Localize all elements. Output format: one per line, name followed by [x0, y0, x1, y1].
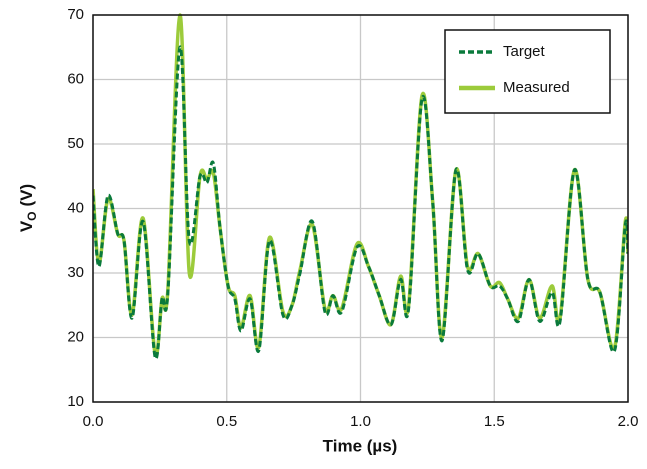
y-tick-label: 70 [67, 6, 84, 23]
y-axis-unit: (V) [17, 184, 36, 207]
y-tick-label: 40 [67, 199, 84, 216]
y-tick-label: 10 [67, 393, 84, 410]
x-axis-title: Time (µs) [323, 436, 398, 455]
plot-frame [92, 14, 629, 403]
series-line [93, 45, 628, 361]
y-axis-symbol: V [17, 220, 36, 232]
x-tick-label: 1.0 [350, 413, 371, 430]
y-tick-label: 30 [67, 264, 84, 281]
x-tick-label: 1.5 [484, 413, 505, 430]
x-tick-label: 0.0 [83, 413, 104, 430]
y-tick-label: 60 [67, 70, 84, 87]
legend-box [444, 29, 611, 114]
x-tick-label: 2.0 [618, 413, 639, 430]
y-tick-label: 20 [67, 328, 84, 345]
legend-label: Measured [503, 79, 570, 96]
legend-label: Target [503, 43, 546, 60]
y-tick-label: 50 [67, 135, 84, 152]
y-axis-title: VO (V) [17, 184, 39, 232]
x-tick-label: 0.5 [216, 413, 237, 430]
y-axis-subscript: O [25, 211, 39, 220]
